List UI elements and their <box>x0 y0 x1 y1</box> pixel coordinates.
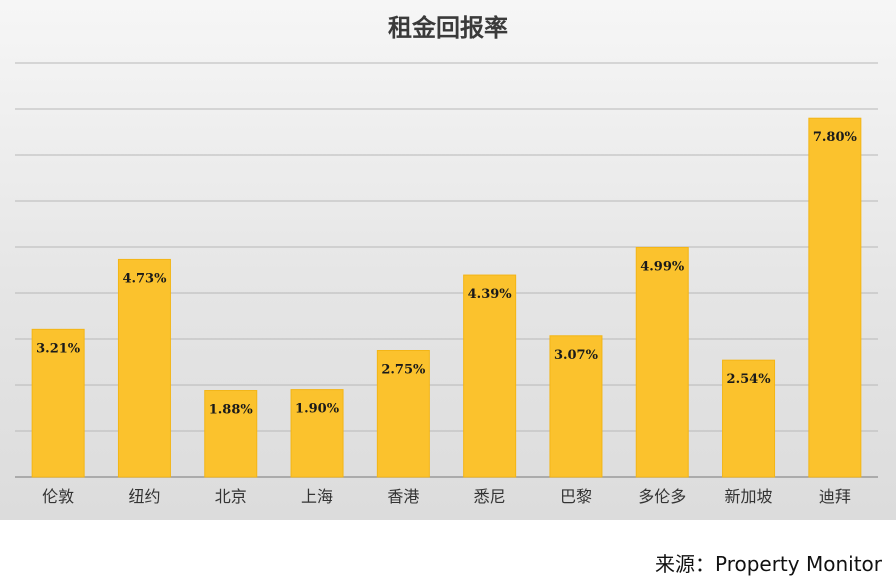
bar <box>463 274 517 478</box>
x-tick-label: 纽约 <box>128 487 160 506</box>
data-label: 4.73% <box>122 271 167 286</box>
x-tick-label: 多伦多 <box>638 487 686 506</box>
bar <box>722 359 776 478</box>
x-tick-label: 上海 <box>301 487 333 506</box>
data-label: 2.75% <box>381 363 426 378</box>
x-tick-label: 香港 <box>387 487 419 506</box>
chart-area: 租金回报率 3.21% 伦敦 4.73% 纽约 1.88% 北京 1.90% 上海 2.75% 香港… <box>0 0 896 520</box>
chart-title: 租金回报率 <box>388 13 508 42</box>
x-tick-label: 悉尼 <box>474 487 506 506</box>
x-tick-label: 巴黎 <box>560 487 592 506</box>
x-tick-label: 北京 <box>215 487 247 506</box>
source-note: 来源：Property Monitor <box>655 548 882 577</box>
bar <box>290 389 344 478</box>
bar <box>635 246 689 478</box>
data-label: 4.39% <box>468 287 513 302</box>
bar <box>31 328 85 478</box>
bar <box>204 390 258 478</box>
source-name: Property Monitor <box>714 552 882 576</box>
data-label: 2.54% <box>727 372 772 387</box>
bar <box>117 258 171 478</box>
data-label: 1.90% <box>295 402 340 417</box>
x-tick-label: 新加坡 <box>725 487 773 506</box>
data-label: 3.07% <box>554 348 599 363</box>
bar <box>808 117 862 478</box>
bar <box>376 350 430 478</box>
data-label: 4.99% <box>640 259 685 274</box>
bar <box>549 335 603 478</box>
data-label: 7.80% <box>813 130 858 145</box>
data-label: 3.21% <box>36 341 81 356</box>
x-tick-label: 迪拜 <box>819 487 851 506</box>
source-label: 来源： <box>654 552 715 576</box>
data-label: 1.88% <box>209 403 254 418</box>
x-tick-label: 伦敦 <box>42 487 74 506</box>
bar-chart: 租金回报率 3.21% 伦敦 4.73% 纽约 1.88% 北京 1.90% 上海 2.75% 香港… <box>15 13 878 506</box>
